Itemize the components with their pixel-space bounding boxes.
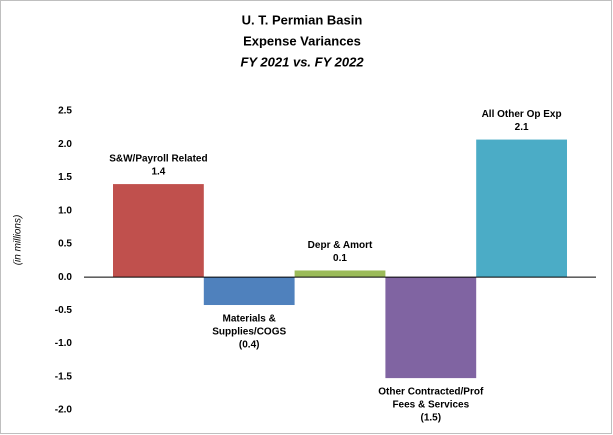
category-label: S&W/Payroll Related: [109, 154, 207, 165]
category-label: Materials &: [223, 314, 276, 325]
bar: [385, 277, 477, 379]
y-tick-label: 0.0: [58, 272, 72, 283]
category-label: Depr & Amort: [308, 240, 373, 251]
y-tick-label: 1.5: [58, 172, 72, 183]
y-tick-label: -1.0: [55, 338, 73, 349]
bar: [294, 270, 386, 278]
category-label: Other Contracted/Prof: [378, 387, 484, 398]
chart-title: Expense Variances: [243, 33, 361, 48]
y-tick-label: 2.5: [58, 106, 72, 117]
bar: [476, 139, 567, 278]
y-tick-label: -0.5: [55, 305, 73, 316]
bar: [203, 277, 295, 306]
y-tick-label: 2.0: [58, 139, 72, 150]
y-tick-label: 1.0: [58, 205, 72, 216]
bar: [113, 184, 204, 278]
category-label: Supplies/COGS: [212, 327, 286, 338]
value-label: 0.1: [333, 253, 347, 264]
chart-title: U. T. Permian Basin: [242, 12, 363, 27]
value-label: 1.4: [151, 167, 165, 178]
y-axis-label: (in millions): [13, 215, 24, 266]
value-label: (1.5): [421, 413, 442, 424]
y-tick-label: -2.0: [55, 405, 73, 416]
category-label: Fees & Services: [392, 400, 469, 411]
category-label: All Other Op Exp: [482, 109, 562, 120]
value-label: 2.1: [515, 122, 529, 133]
y-tick-label: 0.5: [58, 239, 72, 250]
y-tick-label: -1.5: [55, 371, 73, 382]
chart-subtitle: FY 2021 vs. FY 2022: [240, 54, 364, 69]
value-label: (0.4): [239, 340, 260, 351]
